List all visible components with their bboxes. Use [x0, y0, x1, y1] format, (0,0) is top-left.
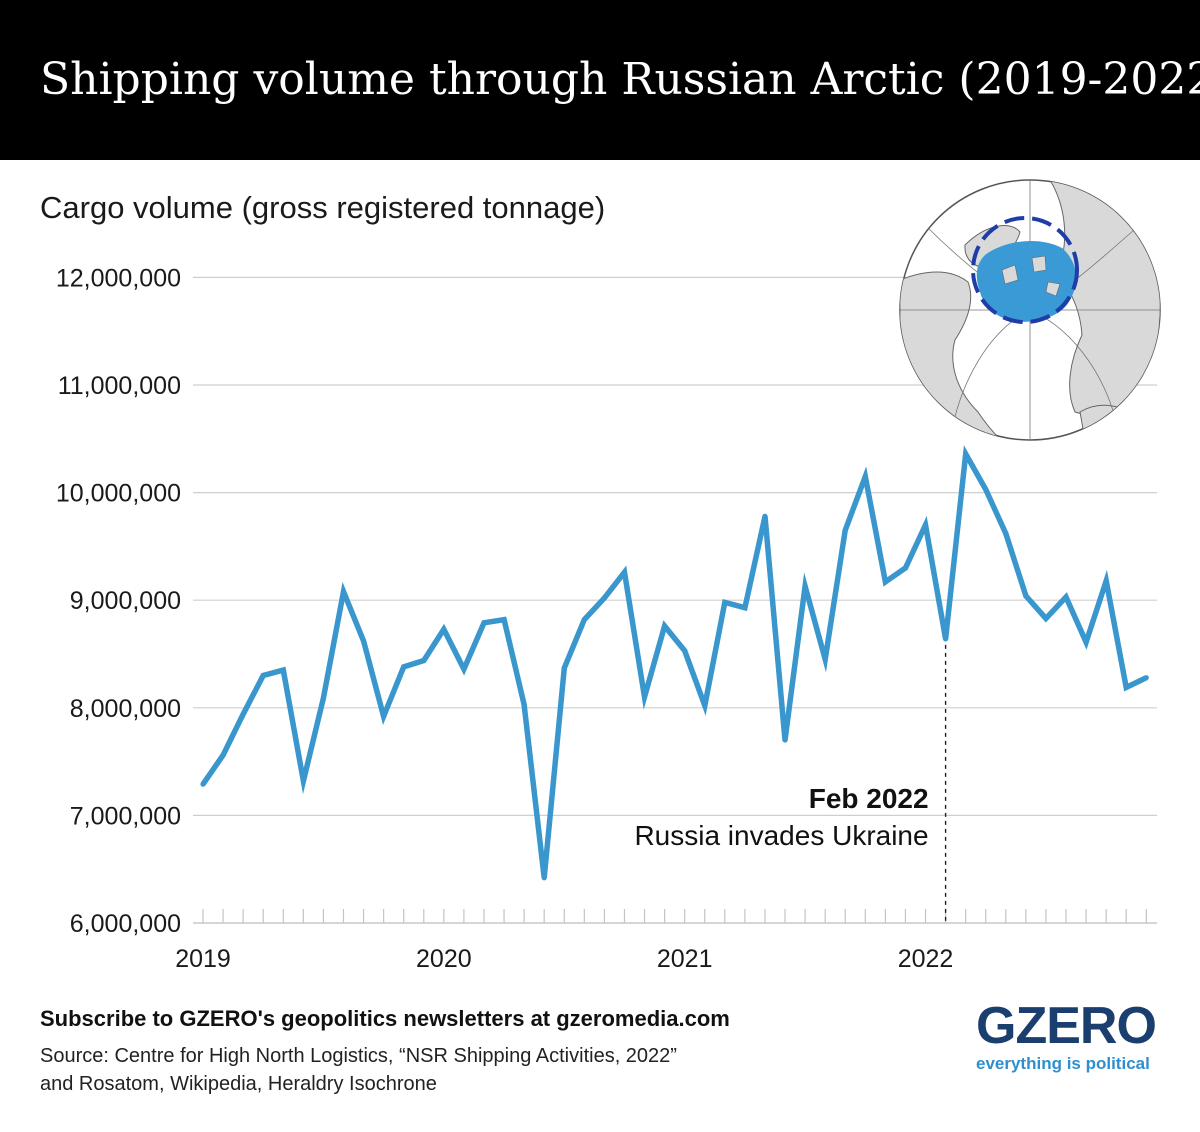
x-tick-label: 2019	[175, 945, 231, 973]
y-tick-label: 12,000,000	[56, 264, 181, 292]
data-point	[1083, 639, 1089, 645]
chart-title: Shipping volume through Russian Arctic (…	[40, 54, 1200, 105]
data-point	[561, 665, 567, 671]
logo-wordmark: GZERO	[976, 997, 1157, 1055]
data-point	[260, 672, 266, 679]
data-point	[220, 752, 226, 758]
data-point	[802, 583, 808, 589]
data-point	[621, 569, 628, 575]
data-point	[963, 451, 969, 457]
data-point	[662, 623, 668, 629]
data-point	[300, 778, 306, 784]
logo-tagline: everything is political	[976, 1054, 1150, 1073]
data-point	[742, 605, 748, 611]
data-point	[320, 695, 327, 701]
series-line	[200, 445, 1148, 879]
data-point	[983, 486, 989, 492]
data-point	[1063, 594, 1069, 600]
y-tick-label: 10,000,000	[56, 480, 181, 508]
data-point	[822, 656, 828, 662]
y-tick-labels: 6,000,000 7,000,000 8,000,000 9,000,000 10,0…	[56, 264, 181, 938]
data-point	[862, 473, 868, 480]
source-line-2: and Rosatom, Wikipedia, Heraldry Isochro…	[40, 1073, 437, 1095]
data-point	[1043, 615, 1049, 622]
annotation-date: Feb 2022	[809, 783, 929, 814]
gzero-logo: GZERO everything is political	[976, 1000, 1162, 1074]
data-point	[1023, 593, 1029, 599]
data-point	[481, 620, 487, 626]
annotation-event: Russia invades Ukraine	[634, 820, 928, 851]
arctic-islands	[1001, 255, 1061, 297]
data-point	[340, 588, 347, 595]
y-tick-label: 8,000,000	[70, 695, 181, 723]
arctic-dashed-ring	[971, 216, 1079, 324]
data-point	[922, 522, 929, 528]
data-point	[682, 648, 688, 654]
data-point	[521, 701, 527, 708]
y-tick-label: 9,000,000	[70, 587, 181, 615]
data-point	[641, 694, 648, 700]
data-point	[421, 657, 427, 664]
data-point	[1143, 675, 1149, 681]
y-tick-label: 6,000,000	[70, 910, 181, 938]
data-point	[581, 616, 587, 623]
arctic-sea-region	[976, 240, 1077, 322]
data-point	[882, 579, 888, 585]
annotation: Feb 2022 Russia invades Ukraine	[634, 644, 947, 923]
data-point	[601, 595, 608, 601]
data-point	[1103, 578, 1109, 584]
data-point	[240, 711, 246, 717]
data-point	[1003, 530, 1009, 537]
landmass-mideast	[1079, 404, 1141, 440]
header-bar: Shipping volume through Russian Arctic (…	[0, 0, 1200, 160]
y-tick-label: 7,000,000	[70, 802, 181, 830]
data-point	[942, 636, 949, 642]
x-tick-label: 2022	[898, 945, 954, 973]
data-point	[842, 527, 848, 533]
data-point	[702, 703, 708, 709]
data-point	[501, 616, 507, 623]
data-point	[360, 638, 367, 644]
data-point	[381, 713, 387, 720]
source-line-1: Source: Centre for High North Logistics,…	[40, 1045, 677, 1067]
data-point	[280, 667, 286, 673]
data-point	[902, 565, 909, 571]
x-axis: 2019 2020 2021 2022	[175, 909, 1157, 973]
x-tick-label: 2020	[416, 945, 472, 973]
arctic-globe-icon	[899, 179, 1161, 441]
y-axis-label: Cargo volume (gross registered tonnage)	[40, 190, 606, 225]
data-point	[1123, 684, 1129, 690]
data-point	[461, 666, 467, 672]
y-tick-label: 11,000,000	[58, 372, 181, 400]
data-point	[441, 626, 447, 632]
data-point	[200, 781, 206, 787]
data-point	[541, 875, 547, 881]
subscribe-line: Subscribe to GZERO's geopolitics newslet…	[40, 1006, 730, 1031]
data-point	[782, 737, 788, 743]
data-point	[722, 599, 728, 605]
series-line-group	[200, 445, 1149, 881]
data-point	[401, 664, 407, 670]
x-tick-label: 2021	[657, 945, 713, 973]
data-point	[762, 513, 768, 519]
source-note: Source: Centre for High North Logistics,…	[40, 1042, 677, 1098]
